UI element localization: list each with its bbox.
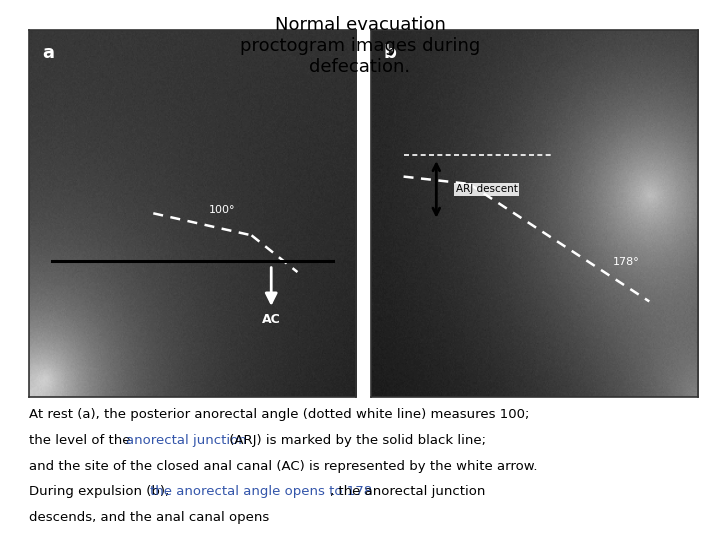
Text: anorectal junction: anorectal junction [126, 434, 247, 447]
Text: a: a [42, 44, 54, 63]
Text: Normal evacuation
proctogram images during
defecation.: Normal evacuation proctogram images duri… [240, 16, 480, 76]
Text: 178°: 178° [613, 256, 640, 267]
Text: and the site of the closed anal canal (AC) is represented by the white arrow.: and the site of the closed anal canal (A… [29, 460, 537, 472]
Text: During expulsion (b),: During expulsion (b), [29, 485, 174, 498]
Text: AC: AC [262, 313, 281, 327]
Text: the level of the: the level of the [29, 434, 135, 447]
Text: (ARJ) is marked by the solid black line;: (ARJ) is marked by the solid black line; [225, 434, 485, 447]
Text: 100°: 100° [209, 205, 235, 215]
Text: ARJ descent: ARJ descent [456, 185, 518, 194]
Text: b: b [384, 44, 397, 63]
Text: descends, and the anal canal opens: descends, and the anal canal opens [29, 511, 269, 524]
Text: , the anorectal junction: , the anorectal junction [330, 485, 485, 498]
Text: At rest (a), the posterior anorectal angle (dotted white line) measures 100;: At rest (a), the posterior anorectal ang… [29, 408, 529, 421]
Text: the anorectal angle opens to 178: the anorectal angle opens to 178 [150, 485, 372, 498]
